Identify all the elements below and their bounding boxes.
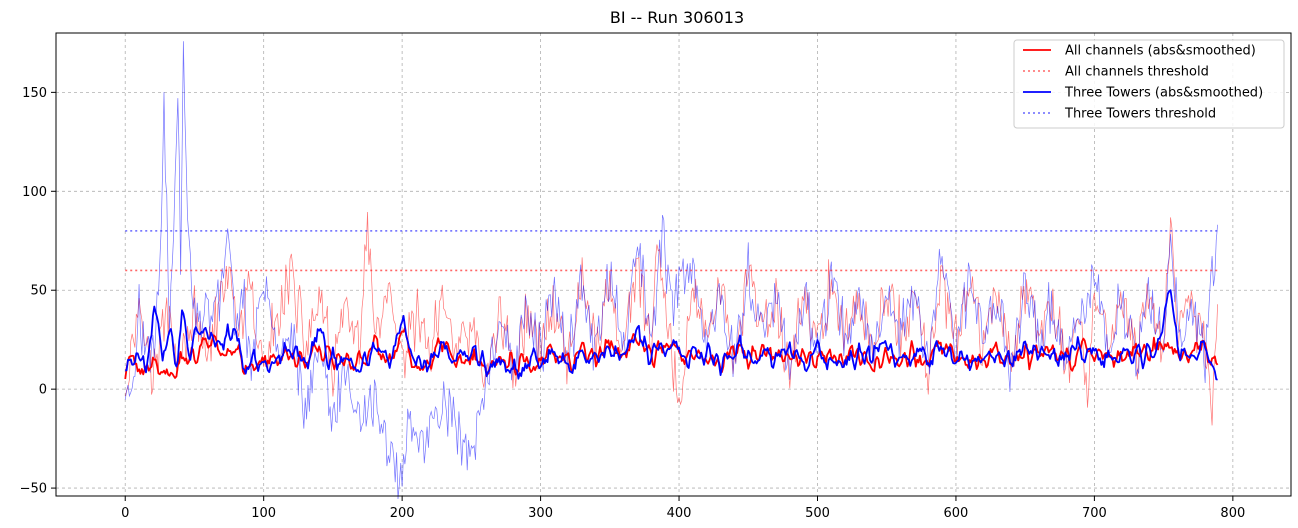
y-tick-label: −50 [20, 482, 47, 497]
legend-label: Three Towers (abs&smoothed) [1064, 86, 1263, 101]
y-tick-label: 50 [30, 284, 47, 299]
chart-title: BI -- Run 306013 [610, 8, 744, 27]
x-tick-label: 100 [251, 506, 276, 521]
y-tick-label: 150 [22, 86, 47, 101]
x-tick-label: 700 [1082, 506, 1107, 521]
grid-lines [56, 33, 1291, 496]
series-line [125, 289, 1218, 381]
raw-trace-line [124, 41, 1218, 500]
legend-label: All channels threshold [1065, 65, 1209, 80]
plot-frame [55, 32, 1292, 497]
raw-trace-line [124, 212, 1218, 426]
x-tick-label: 200 [390, 506, 415, 521]
x-tick-label: 400 [667, 506, 692, 521]
series-lines [124, 230, 1219, 381]
x-axis-ticks: 0 100 200 300 400 500 600 700 800 [121, 496, 1245, 521]
legend-box [1013, 39, 1285, 129]
x-tick-label: 300 [528, 506, 553, 521]
y-tick-label: 100 [22, 185, 47, 200]
legend: All channels (abs&smoothed) All channels … [1013, 39, 1285, 129]
x-tick-label: 600 [944, 506, 969, 521]
x-tick-label: 800 [1220, 506, 1245, 521]
y-tick-label: 0 [39, 383, 47, 398]
legend-label: Three Towers threshold [1064, 107, 1216, 122]
x-tick-label: 500 [805, 506, 830, 521]
y-axis-ticks: −50 0 50 100 150 [20, 86, 56, 497]
legend-label: All channels (abs&smoothed) [1065, 44, 1256, 59]
x-tick-label: 0 [121, 506, 129, 521]
